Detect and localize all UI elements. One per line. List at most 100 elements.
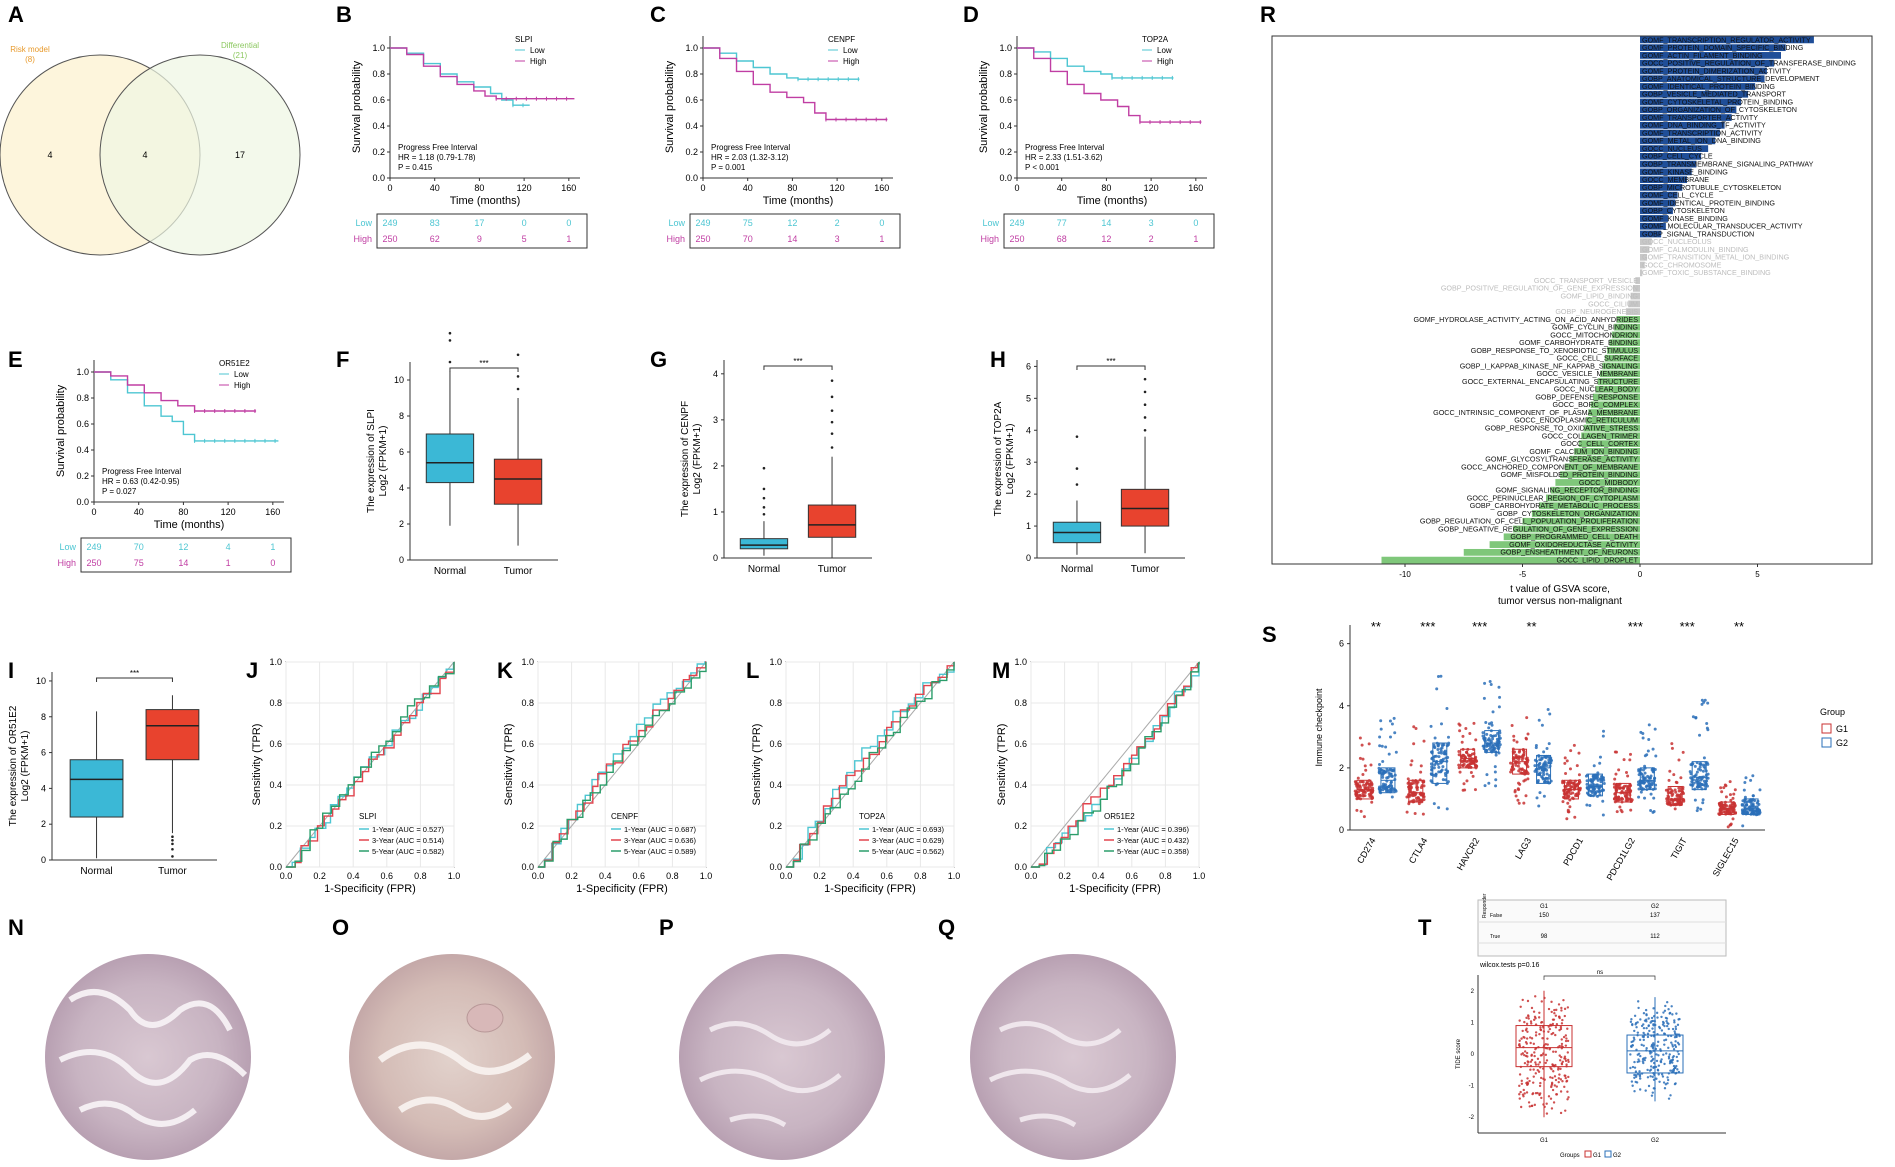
- roc-diagonal: [537, 661, 707, 868]
- checkpoint-point: [1545, 746, 1549, 750]
- checkpoint-point: [1361, 773, 1365, 777]
- tide-point: [1649, 1068, 1653, 1071]
- checkpoint-point: [1679, 776, 1683, 780]
- checkpoint-point: [1754, 805, 1758, 809]
- gsva-bar: [1640, 261, 1645, 269]
- km-risk-low-value: 2: [835, 218, 840, 228]
- box-outlier: [830, 409, 834, 412]
- checkpoint-point: [1724, 784, 1728, 788]
- panel-letter-l: L: [746, 658, 759, 683]
- box-y-label-1: The expression of SLPI: [366, 409, 377, 513]
- roc-x-tick-label: 0.0: [532, 871, 545, 881]
- checkpoint-point: [1741, 824, 1745, 828]
- checkpoint-point: [1621, 797, 1625, 801]
- tide-point: [1560, 1045, 1563, 1048]
- tide-point: [1554, 1033, 1557, 1037]
- km-y-tick-label: 0.6: [76, 419, 89, 429]
- tide-y-tick-label: 2: [1471, 989, 1475, 995]
- checkpoint-point: [1429, 750, 1433, 754]
- checkpoint-point: [1612, 785, 1616, 789]
- tide-point: [1540, 1020, 1544, 1024]
- checkpoint-point: [1460, 740, 1464, 744]
- tide-point: [1521, 1093, 1525, 1096]
- roc-x-tick-label: 0.8: [914, 871, 927, 881]
- checkpoint-point: [1516, 787, 1520, 791]
- tide-point: [1531, 1092, 1534, 1096]
- tide-point: [1551, 1076, 1554, 1080]
- checkpoint-point: [1517, 769, 1521, 773]
- km-x-tick-label: 160: [265, 507, 280, 517]
- tide-point: [1521, 998, 1524, 1002]
- tide-point: [1534, 995, 1537, 998]
- checkpoint-point: [1384, 789, 1388, 793]
- box-outlier: [830, 432, 834, 435]
- tide-point: [1665, 1017, 1669, 1020]
- tide-point: [1633, 1060, 1636, 1064]
- tide-legend-label: G2: [1613, 1153, 1622, 1159]
- km-y-tick-label: 0.4: [999, 121, 1012, 131]
- checkpoint-point: [1741, 811, 1745, 815]
- box-panel-or51e2: 0 2 4 6 8 10 The expression of OR51E2 Log2 (FPK…: [8, 669, 217, 877]
- box-x-label: Tumor: [1131, 564, 1160, 575]
- checkpoint-point: [1484, 721, 1488, 725]
- checkpoint-point: [1437, 751, 1441, 755]
- checkpoint-point: [1389, 781, 1393, 785]
- tide-point: [1644, 1008, 1648, 1012]
- km-title: Progress Free Interval: [102, 467, 181, 476]
- checkpoint-point: [1388, 735, 1392, 739]
- tide-point: [1564, 1039, 1568, 1043]
- gsva-bar: [1640, 269, 1643, 277]
- checkpoint-point: [1371, 796, 1375, 800]
- tide-point: [1658, 1080, 1661, 1084]
- box-outlier: [448, 331, 452, 335]
- checkpoint-point: [1617, 768, 1621, 772]
- checkpoint-point: [1468, 754, 1472, 758]
- checkpoint-point: [1540, 723, 1544, 727]
- checkpoint-point: [1458, 723, 1462, 727]
- km-legend-high: High: [843, 57, 859, 66]
- checkpoint-point: [1379, 727, 1383, 731]
- checkpoint-point: [1668, 787, 1672, 791]
- gsva-bar: [1522, 517, 1640, 525]
- tide-point: [1526, 1055, 1529, 1058]
- checkpoint-point: [1618, 805, 1622, 809]
- tide-point: [1633, 1038, 1636, 1041]
- tide-point: [1668, 1053, 1671, 1056]
- tide-table-header: Responder: [1482, 893, 1488, 918]
- checkpoint-point: [1542, 773, 1546, 777]
- km-y-tick-label: 0.0: [685, 173, 698, 183]
- tide-point: [1563, 1085, 1566, 1089]
- checkpoint-point: [1537, 718, 1541, 722]
- box-sig-bracket: [763, 365, 833, 370]
- ihc-image-p: [679, 954, 885, 1160]
- checkpoint-point: [1364, 768, 1368, 772]
- checkpoint-box: [1408, 779, 1424, 803]
- box-outlier: [762, 506, 766, 509]
- gsva-term-label: GOCC_MEMBRANE: [1642, 175, 1709, 184]
- checkpoint-point: [1446, 743, 1450, 747]
- tide-point: [1560, 1009, 1563, 1012]
- tide-point: [1667, 1057, 1671, 1060]
- checkpoint-point: [1518, 749, 1522, 753]
- ihc-image-o: [349, 954, 555, 1160]
- tide-point: [1533, 1054, 1536, 1058]
- km-risk-high-value: 12: [1101, 234, 1111, 244]
- checkpoint-box: [1667, 786, 1683, 806]
- gsva-bar: [1600, 370, 1640, 378]
- gsva-term-label: GOMF_KINASE_BINDING: [1642, 167, 1728, 176]
- tide-point: [1551, 1018, 1555, 1021]
- gsva-term-label: GOMF_LIPID_BINDING: [1561, 292, 1639, 301]
- km-risk-high-value: 0: [270, 558, 275, 568]
- roc-x-label: 1-Specificity (FPR): [324, 883, 416, 895]
- checkpoint-point: [1599, 780, 1603, 784]
- tide-point: [1530, 1053, 1533, 1057]
- panel-letter-e: E: [8, 347, 23, 372]
- checkpoint-point: [1677, 799, 1681, 803]
- checkpoint-point: [1591, 782, 1595, 786]
- checkpoint-point: [1695, 770, 1699, 774]
- checkpoint-point: [1494, 784, 1498, 788]
- tide-point: [1552, 1101, 1556, 1104]
- checkpoint-point: [1534, 743, 1538, 747]
- box-y-tick-label: 0: [41, 855, 46, 865]
- tide-point: [1563, 1014, 1567, 1018]
